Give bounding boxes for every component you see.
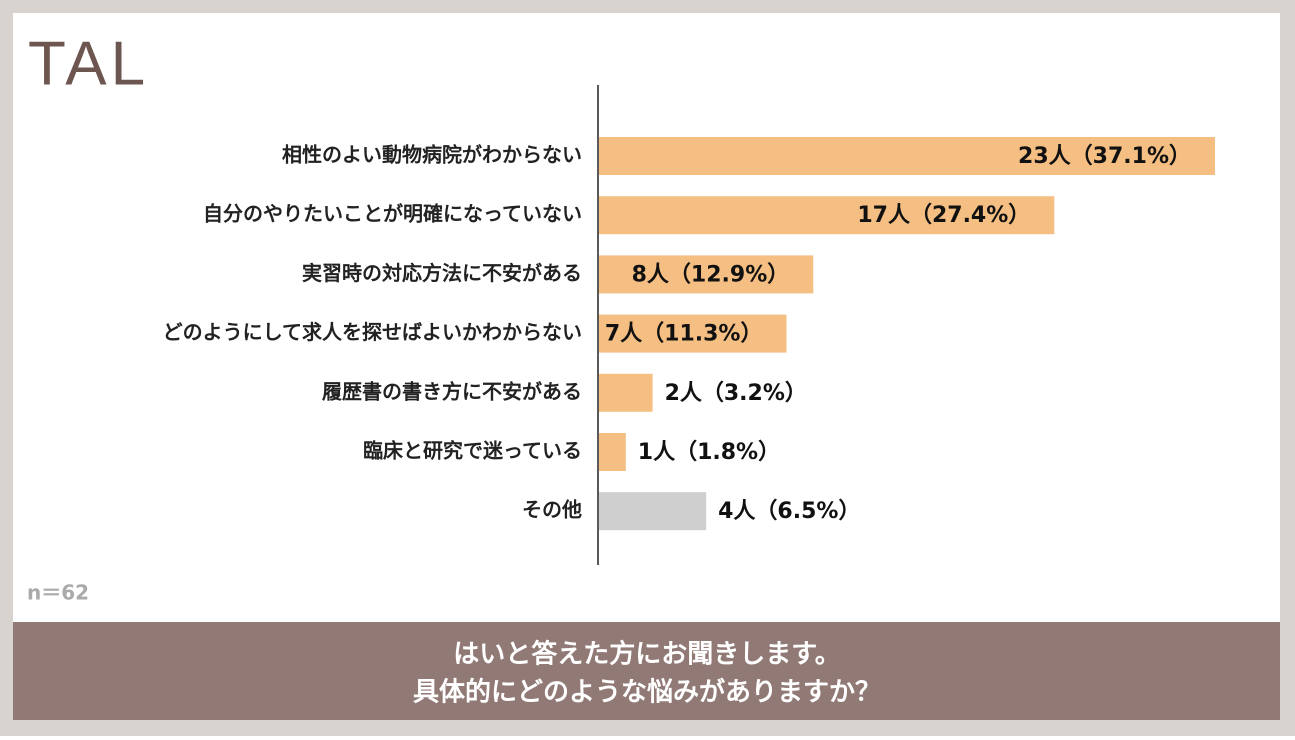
bar	[599, 314, 787, 353]
bar	[599, 492, 707, 531]
value-label: 4人（6.5%）	[718, 499, 860, 524]
category-label: どのようにして求人を探せばよいかわからない	[163, 320, 582, 344]
bar	[599, 137, 1215, 175]
footer-line: はいと答えた方にお聞きします。	[453, 639, 840, 670]
sample-note: n＝62	[27, 581, 89, 605]
logo: TAL	[28, 29, 149, 98]
value-label: 23人（37.1%）	[1018, 144, 1191, 169]
category-label: 履歴書の書き方に不安がある	[322, 379, 582, 403]
category-label: 実習時の対応方法に不安がある	[302, 261, 582, 285]
value-label: 17人（27.4%）	[857, 203, 1030, 228]
bar	[599, 255, 814, 294]
category-label: その他	[522, 498, 582, 522]
footer-band	[13, 622, 1280, 720]
category-label: 相性のよい動物病院がわからない	[282, 143, 582, 167]
value-label: 8人（12.9%）	[632, 262, 790, 287]
bar	[599, 196, 1055, 235]
value-label: 1人（1.8%）	[638, 440, 780, 465]
value-label: 7人（11.3%）	[605, 322, 763, 347]
bar	[599, 433, 626, 471]
footer-line: 具体的にどのような悩みがありますか？	[413, 677, 881, 708]
category-label: 臨床と研究で迷っている	[363, 439, 582, 463]
value-label: 2人（3.2%）	[665, 381, 807, 406]
category-label: 自分のやりたいことが明確になっていない	[203, 202, 582, 226]
bar	[599, 373, 653, 412]
